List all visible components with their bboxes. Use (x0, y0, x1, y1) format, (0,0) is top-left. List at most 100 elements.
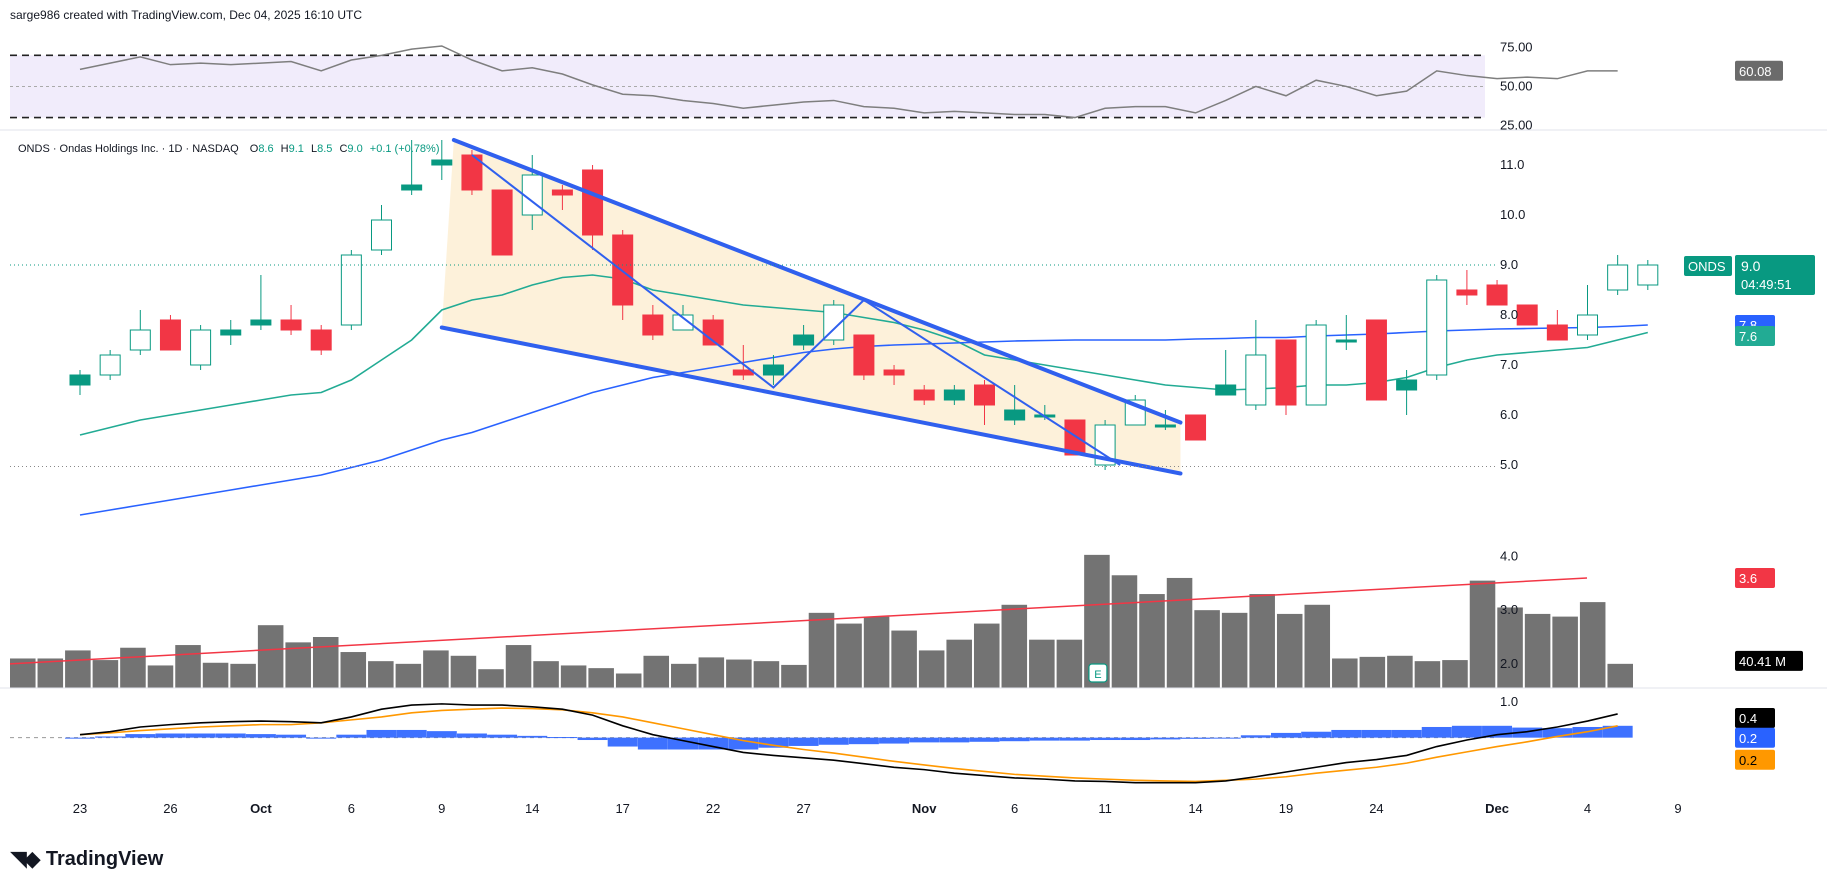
volume-bar (1359, 656, 1386, 688)
volume-bar (1276, 613, 1303, 688)
time-axis-tick: 9 (1674, 801, 1681, 816)
symbol-name: ONDS · Ondas Holdings Inc. · 1D · NASDAQ (18, 143, 239, 155)
volume-bar (1469, 580, 1496, 688)
price-axis-tick: 5.0 (1500, 457, 1518, 472)
volume-bar (1414, 661, 1441, 688)
volume-ma-value-bg (1735, 567, 1775, 588)
volume-bar (368, 661, 394, 688)
macd-histogram-bar (125, 734, 156, 738)
candle-up (1637, 264, 1659, 286)
candle-up (672, 314, 694, 331)
candle-up (1004, 409, 1026, 421)
volume-bar (120, 647, 146, 688)
macd-histogram-bar (1421, 726, 1452, 738)
wedge-fill (441, 140, 1181, 474)
wedge-trendlines[interactable] (439, 138, 1183, 476)
volume-bar (37, 658, 64, 688)
time-axis-tick: Oct (250, 801, 272, 816)
candle-down (1546, 324, 1568, 341)
volume-bar (423, 650, 449, 688)
time-axis-tick: 6 (1011, 801, 1018, 816)
macd-histogram-bar (185, 733, 216, 738)
volume-bar (891, 630, 917, 688)
ohlc-low-label: L (311, 143, 317, 155)
macd-histogram-bar (1391, 729, 1422, 738)
macd-histogram-bar (517, 735, 548, 738)
volume-axis-tick: 4.0 (1500, 548, 1518, 563)
price-axis-tick: 8.0 (1500, 307, 1518, 322)
candle-down (974, 384, 995, 406)
macd-histogram-bar (637, 737, 668, 750)
macd-axis-tick: 1.0 (1500, 694, 1518, 709)
macd-histogram-bar (1150, 737, 1181, 740)
tradingview-mark-icon: ◥◆ (10, 846, 41, 871)
wedge-swing-path (471, 154, 1121, 466)
wedge-upper-line (451, 138, 1183, 425)
macd-hist-value: 0.2 (1739, 731, 1757, 746)
candle-down (1185, 414, 1207, 441)
volume-bar (1332, 658, 1358, 688)
volume-bar (615, 673, 642, 688)
time-axis[interactable]: 23 26 Oct 6 9 14 17 22 27 Nov 6 11 14 19 24 Dec 4 9 (73, 801, 1682, 816)
volume-bar (671, 663, 697, 688)
candle-up (943, 389, 965, 401)
candle-up (1154, 424, 1176, 428)
macd-histogram-bar (818, 737, 849, 745)
price-axis[interactable]: 5.0 6.0 7.0 8.0 9.0 10.0 11.0 2.0 3.0 4.0 25.00 50.… (10, 40, 1533, 710)
macd-histogram-bar (969, 737, 1000, 742)
volume-bar (312, 637, 339, 688)
bar-countdown: 04:49:51 (1741, 277, 1792, 292)
candle-down (642, 314, 664, 336)
candle-up (250, 319, 272, 326)
chart-attribution: sarge986 created with TradingView.com, D… (10, 8, 362, 22)
ma-fast-value: 7.6 (1739, 329, 1757, 344)
candle-up (340, 254, 362, 326)
rsi-value-bg (1735, 60, 1783, 81)
time-axis-tick: 11 (1098, 801, 1112, 816)
tradingview-wordmark: TradingView (45, 847, 164, 870)
volume-bar (1442, 660, 1468, 688)
macd-histogram-bar (95, 736, 126, 738)
candle-up (1335, 339, 1357, 343)
volume-bar (808, 612, 835, 688)
candle-up (1215, 384, 1237, 396)
time-axis-tick: 27 (796, 801, 810, 816)
rsi-axis-tick: 50.00 (1500, 78, 1533, 93)
volume-bar (395, 663, 422, 688)
ohlc-high-value: 9.1 (289, 143, 304, 155)
ohlc-close-label: C (339, 143, 347, 155)
wedge-lower-line (439, 325, 1183, 476)
volume-bar (1139, 594, 1165, 688)
rsi-value: 60.08 (1739, 64, 1772, 79)
time-axis-tick: 14 (1188, 801, 1202, 816)
macd-histogram-bar (426, 731, 457, 738)
macd-histogram-bar (155, 733, 186, 738)
volume-bar (1249, 594, 1275, 688)
tradingview-logo[interactable]: ◥◆ TradingView (10, 846, 163, 872)
volume-bar (918, 650, 945, 688)
volume-bar (836, 623, 862, 688)
candle-up (762, 364, 784, 376)
price-axis-tick: 7.0 (1500, 357, 1518, 372)
rsi-axis-tick: 75.00 (1500, 40, 1533, 55)
volume-value: 40.41 M (1739, 654, 1786, 669)
volume-bar (781, 664, 807, 688)
volume-bar (1579, 602, 1606, 688)
symbol-legend[interactable]: ONDS · Ondas Holdings Inc. · 1D · NASDAQ… (18, 143, 440, 155)
wedge-pattern[interactable] (441, 140, 1181, 474)
candle-down (582, 169, 604, 236)
volume-bar (1194, 610, 1220, 688)
candle-up (1426, 279, 1448, 376)
time-axis-tick: Nov (912, 801, 937, 816)
last-price-tag-bg (1735, 255, 1815, 295)
candle-down (159, 319, 181, 351)
volume-ma-value: 3.6 (1739, 571, 1757, 586)
macd-histogram-bar (607, 737, 638, 747)
macd-histogram-bar (1542, 728, 1573, 738)
candle-up (431, 159, 453, 166)
time-axis-tick: 6 (348, 801, 355, 816)
candle-down (310, 329, 332, 351)
volume-bar (946, 639, 972, 688)
volume-bar (1304, 604, 1331, 688)
